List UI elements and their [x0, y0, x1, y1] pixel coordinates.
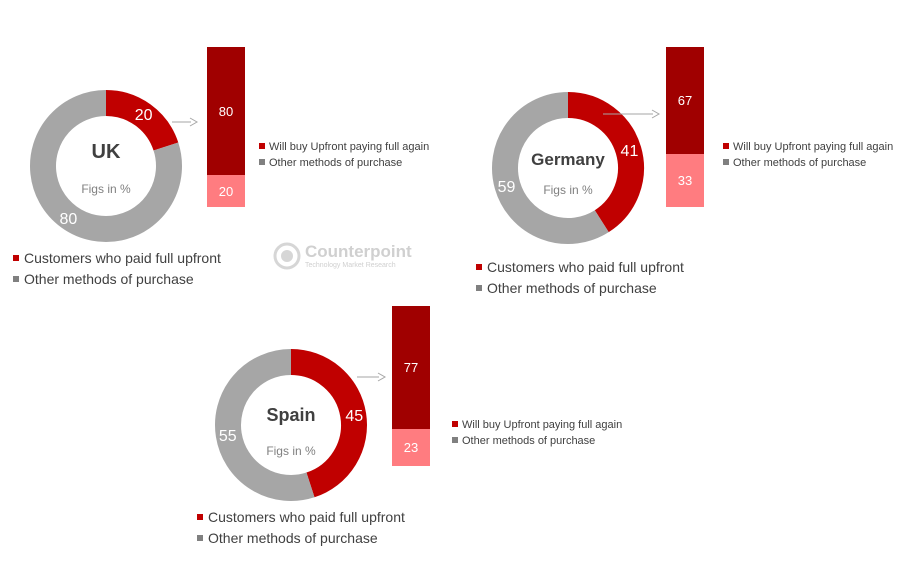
spain-slice-upfront [290, 349, 367, 498]
spain-donut-legend: Customers who paid full upfront Other met… [197, 507, 405, 549]
legend-label: Will buy Upfront paying full again [269, 141, 430, 153]
spain-bar-legend-item: Other methods of purchase [452, 433, 622, 449]
germany-bar-segment-buy-again: 67 [666, 47, 704, 155]
germany-donut-legend-item: Customers who paid full upfront [476, 257, 684, 278]
spain-donut: 45 55 [215, 349, 367, 501]
germany-slice-upfront [567, 92, 644, 233]
uk-bar-segment-other: 20 [207, 175, 245, 207]
uk-slice-other [30, 90, 182, 242]
legend-label: Customers who paid full upfront [487, 259, 684, 275]
spain-center-subtitle: Figs in % [266, 444, 316, 458]
legend-swatch [13, 255, 19, 261]
uk-center-title: UK [91, 141, 121, 163]
legend-swatch [197, 535, 203, 541]
legend-label: Other methods of purchase [462, 435, 596, 447]
legend-swatch [259, 159, 265, 165]
germany-center-title: Germany [531, 149, 605, 169]
uk-center-subtitle: Figs in % [81, 182, 131, 196]
legend-swatch [723, 159, 729, 165]
germany-bar-segment-other: 33 [666, 154, 704, 207]
spain-slice-label-other: 55 [219, 428, 237, 445]
legend-swatch [13, 276, 19, 282]
legend-swatch [197, 514, 203, 520]
germany-bar-legend-item: Will buy Upfront paying full again [723, 139, 893, 155]
spain-bar-segment-buy-again: 77 [392, 306, 430, 430]
legend-label: Customers who paid full upfront [208, 509, 405, 525]
germany-donut-legend-item: Other methods of purchase [476, 278, 684, 299]
uk-donut-legend-item: Other methods of purchase [13, 269, 221, 290]
uk-slice-label-other: 80 [59, 211, 77, 228]
spain-bar-legend-item: Will buy Upfront paying full again [452, 417, 622, 433]
germany-slice-other [492, 92, 609, 244]
uk-bar-legend-item: Other methods of purchase [259, 155, 429, 171]
spain-donut-legend-item: Customers who paid full upfront [197, 507, 405, 528]
germany-slice-label-upfront: 41 [621, 143, 639, 160]
legend-swatch [476, 285, 482, 291]
germany-donut: 41 59 [492, 92, 644, 244]
germany-bar-legend: Will buy Upfront paying full again Other … [723, 139, 893, 171]
legend-swatch [259, 143, 265, 149]
uk-bar-segment-buy-again: 80 [207, 47, 245, 175]
legend-swatch [476, 264, 482, 270]
spain-donut-legend-item: Other methods of purchase [197, 528, 405, 549]
counterpoint-logo: Counterpoint Technology Market Research [272, 241, 412, 276]
legend-label: Customers who paid full upfront [24, 250, 221, 266]
legend-label: Other methods of purchase [269, 157, 403, 169]
spain-bar-segment-other: 23 [392, 429, 430, 466]
spain-slice-label-upfront: 45 [345, 408, 363, 425]
germany-center-subtitle: Figs in % [543, 183, 593, 197]
legend-label: Other methods of purchase [487, 280, 657, 296]
legend-label: Other methods of purchase [208, 530, 378, 546]
spain-slice-other [215, 349, 315, 501]
germany-donut-legend: Customers who paid full upfront Other met… [476, 257, 684, 299]
uk-slice-label-upfront: 20 [135, 107, 153, 124]
legend-label: Other methods of purchase [733, 157, 867, 169]
uk-slice-upfront [105, 90, 179, 152]
legend-label: Will buy Upfront paying full again [733, 141, 894, 153]
watermark-tagline: Technology Market Research [305, 262, 396, 269]
counterpoint-logo-icon [273, 242, 301, 270]
germany-slice-label-other: 59 [498, 179, 516, 196]
legend-swatch [723, 143, 729, 149]
germany-bar-legend-item: Other methods of purchase [723, 155, 893, 171]
legend-label: Will buy Upfront paying full again [462, 419, 623, 431]
legend-swatch [452, 421, 458, 427]
legend-swatch [452, 437, 458, 443]
spain-bar-legend: Will buy Upfront paying full again Other … [452, 417, 622, 449]
uk-bar-legend-item: Will buy Upfront paying full again [259, 139, 429, 155]
uk-bar-legend: Will buy Upfront paying full again Other … [259, 139, 429, 171]
watermark-name: Counterpoint [305, 242, 412, 261]
uk-donut-legend-item: Customers who paid full upfront [13, 248, 221, 269]
spain-center-title: Spain [266, 405, 316, 425]
uk-donut-legend: Customers who paid full upfront Other met… [13, 248, 221, 290]
legend-label: Other methods of purchase [24, 271, 194, 287]
